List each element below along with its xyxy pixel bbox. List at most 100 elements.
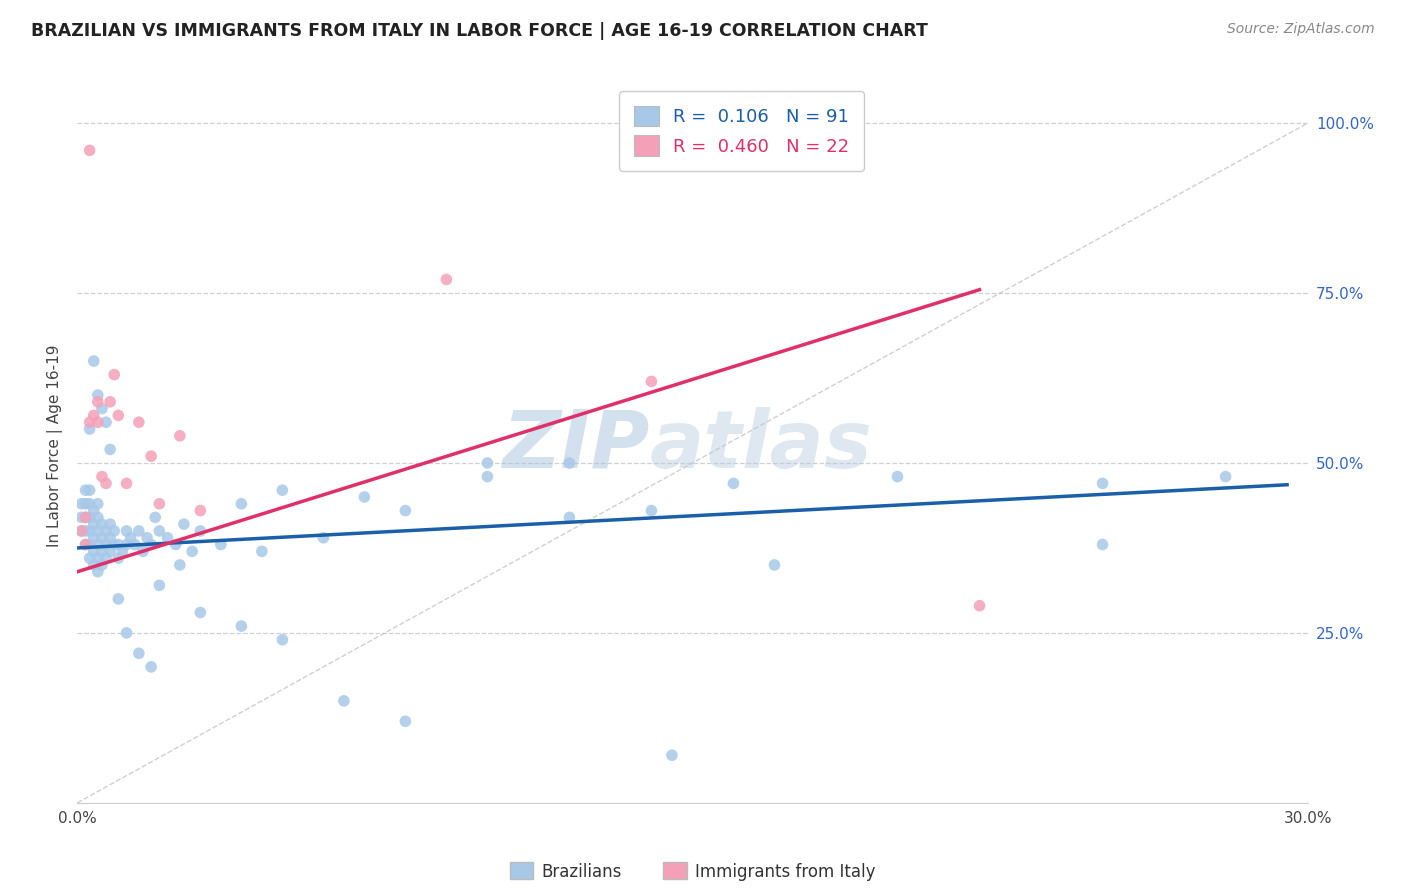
- Point: [250, 544, 273, 558]
- Point: [75, 497, 97, 511]
- Point: [271, 483, 294, 498]
- Point: [353, 490, 375, 504]
- Point: [141, 537, 163, 551]
- Point: [79, 510, 101, 524]
- Point: [231, 619, 253, 633]
- Point: [83, 544, 105, 558]
- Point: [231, 497, 253, 511]
- Point: [75, 510, 97, 524]
- Legend: Brazilians, Immigrants from Italy: Brazilians, Immigrants from Italy: [503, 855, 882, 888]
- Point: [188, 606, 212, 620]
- Point: [136, 531, 159, 545]
- Point: [87, 537, 110, 551]
- Point: [79, 144, 101, 158]
- Point: [83, 531, 105, 545]
- Point: [477, 456, 499, 470]
- Point: [98, 442, 121, 457]
- Point: [436, 272, 458, 286]
- Point: [98, 544, 121, 558]
- Point: [98, 531, 121, 545]
- Point: [1091, 476, 1114, 491]
- Point: [70, 524, 93, 538]
- Point: [94, 415, 117, 429]
- Point: [107, 591, 129, 606]
- Point: [79, 524, 101, 538]
- Point: [148, 497, 170, 511]
- Point: [173, 517, 195, 532]
- Point: [90, 531, 114, 545]
- Point: [156, 531, 179, 545]
- Point: [90, 469, 114, 483]
- Point: [79, 422, 101, 436]
- Point: [394, 714, 416, 729]
- Point: [969, 599, 991, 613]
- Point: [94, 551, 117, 566]
- Y-axis label: In Labor Force | Age 16-19: In Labor Force | Age 16-19: [48, 344, 63, 548]
- Point: [94, 524, 117, 538]
- Point: [87, 551, 110, 566]
- Point: [79, 415, 101, 429]
- Point: [83, 354, 105, 368]
- Point: [558, 510, 581, 524]
- Point: [107, 551, 129, 566]
- Point: [103, 368, 125, 382]
- Point: [120, 531, 142, 545]
- Point: [87, 394, 110, 409]
- Point: [107, 409, 129, 423]
- Point: [83, 558, 105, 572]
- Point: [90, 517, 114, 532]
- Point: [188, 503, 212, 517]
- Point: [79, 497, 101, 511]
- Point: [124, 537, 146, 551]
- Point: [75, 510, 97, 524]
- Point: [763, 558, 786, 572]
- Point: [87, 510, 110, 524]
- Point: [87, 524, 110, 538]
- Point: [79, 537, 101, 551]
- Point: [558, 456, 581, 470]
- Point: [640, 375, 662, 389]
- Point: [83, 503, 105, 517]
- Point: [1091, 537, 1114, 551]
- Point: [83, 409, 105, 423]
- Point: [128, 646, 150, 660]
- Point: [90, 558, 114, 572]
- Point: [333, 694, 356, 708]
- Point: [107, 537, 129, 551]
- Point: [87, 565, 110, 579]
- Point: [75, 537, 97, 551]
- Text: Source: ZipAtlas.com: Source: ZipAtlas.com: [1227, 22, 1375, 37]
- Point: [87, 497, 110, 511]
- Point: [75, 524, 97, 538]
- Point: [886, 469, 908, 483]
- Point: [90, 544, 114, 558]
- Point: [128, 415, 150, 429]
- Point: [115, 476, 138, 491]
- Point: [75, 537, 97, 551]
- Point: [312, 531, 335, 545]
- Point: [181, 544, 204, 558]
- Point: [103, 537, 125, 551]
- Point: [79, 483, 101, 498]
- Point: [90, 401, 114, 416]
- Point: [188, 524, 212, 538]
- Point: [169, 558, 191, 572]
- Point: [75, 483, 97, 498]
- Point: [98, 517, 121, 532]
- Point: [165, 537, 187, 551]
- Point: [111, 544, 134, 558]
- Point: [477, 469, 499, 483]
- Text: BRAZILIAN VS IMMIGRANTS FROM ITALY IN LABOR FORCE | AGE 16-19 CORRELATION CHART: BRAZILIAN VS IMMIGRANTS FROM ITALY IN LA…: [31, 22, 928, 40]
- Point: [141, 660, 163, 674]
- Point: [70, 510, 93, 524]
- Point: [87, 388, 110, 402]
- Text: atlas: atlas: [650, 407, 872, 485]
- Point: [70, 497, 93, 511]
- Point: [723, 476, 745, 491]
- Point: [98, 394, 121, 409]
- Point: [148, 578, 170, 592]
- Point: [103, 524, 125, 538]
- Point: [209, 537, 232, 551]
- Point: [661, 748, 683, 763]
- Text: ZIP: ZIP: [502, 407, 650, 485]
